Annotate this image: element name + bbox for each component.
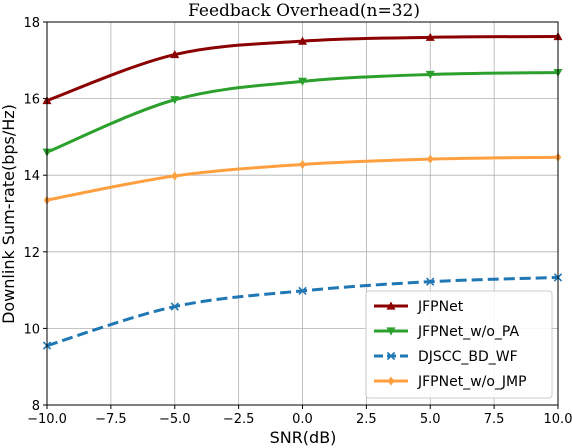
legend-marker — [386, 301, 396, 310]
x-tick-label: −2.5 — [223, 412, 255, 427]
y-axis-label: Downlink Sum-rate(bps/Hz) — [0, 104, 18, 324]
data-point — [299, 159, 306, 169]
legend-item: DJSCC_BD_WF — [374, 349, 518, 365]
x-tick-label: −7.5 — [95, 412, 127, 427]
series-3 — [43, 152, 562, 205]
data-point — [170, 96, 180, 105]
legend-box — [365, 290, 553, 399]
x-tick-label: −5.0 — [159, 412, 191, 427]
legend: JFPNet JFPNet_w/o_PA DJSCC_BD_WF JFPNet_w/o… — [365, 290, 553, 399]
legend-label: JFPNet_w/o_JMP — [417, 374, 527, 390]
data-point — [171, 171, 179, 181]
y-tick-label: 8 — [32, 399, 40, 414]
legend-item: JFPNet_w/o_PA — [374, 324, 519, 340]
y-tick-label: 10 — [23, 322, 40, 337]
y-tick-label: 14 — [23, 169, 40, 184]
x-tick-label: −10.0 — [27, 412, 67, 427]
legend-marker — [386, 351, 396, 361]
legend-label: DJSCC_BD_WF — [418, 349, 518, 365]
y-axis: 8 10 12 14 16 18 — [23, 16, 47, 414]
legend-item: JFPNet — [374, 299, 464, 315]
x-tick-label: 0.0 — [292, 412, 313, 427]
legend-label: JFPNet — [417, 299, 464, 315]
x-tick-label: 2.5 — [356, 412, 377, 427]
legend-label: JFPNet_w/o_PA — [417, 324, 519, 340]
legend-item: JFPNet_w/o_JMP — [374, 374, 527, 390]
data-point — [425, 32, 435, 41]
legend-marker — [387, 376, 395, 386]
data-point — [426, 277, 435, 286]
legend-marker — [386, 327, 396, 336]
x-tick-label: 5.0 — [420, 412, 441, 427]
data-point — [298, 36, 307, 45]
x-tick-label: 7.5 — [484, 412, 505, 427]
data-point — [170, 50, 180, 59]
chart-title: Feedback Overhead(n=32) — [188, 1, 420, 21]
series-layer — [42, 32, 563, 350]
data-point — [426, 154, 434, 164]
data-point — [298, 286, 307, 296]
y-tick-label: 18 — [23, 16, 40, 31]
x-axis: −10.0 −7.5 −5.0 −2.5 0.0 2.5 5.0 7.5 10.0 — [27, 405, 572, 427]
data-point — [298, 77, 307, 86]
series-1 — [42, 68, 563, 157]
y-tick-label: 16 — [23, 93, 40, 108]
data-point — [170, 302, 179, 311]
y-tick-label: 12 — [23, 246, 40, 261]
data-point — [425, 70, 435, 79]
x-axis-label: SNR(dB) — [270, 428, 337, 447]
x-tick-label: 10.0 — [544, 412, 572, 427]
